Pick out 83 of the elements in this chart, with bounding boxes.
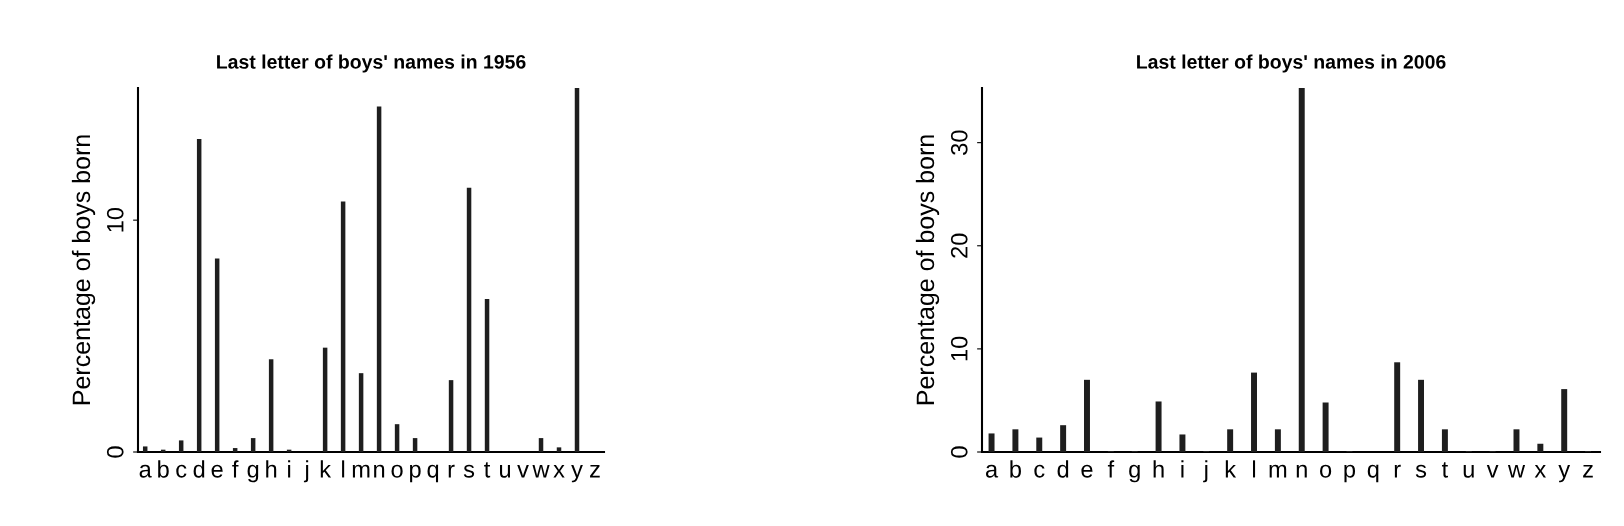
x-tick-label: x [1534,464,1546,478]
x-tick-label: e [1081,464,1093,478]
bar [1012,429,1019,452]
x-tick-label: t [484,462,491,478]
y-tick-label: 0 [106,446,124,458]
x-tick-label: e [211,464,223,478]
x-tick-label: b [1010,460,1021,478]
x-tick-label: w [532,464,550,478]
y-tick-label: 10 [950,336,968,361]
x-tick-label: n [1296,464,1307,478]
bar [1227,429,1234,452]
x-tick-label: h [266,460,277,478]
x-tick-label: i [288,460,291,478]
x-tick-label: v [1486,464,1499,478]
bar [1084,379,1090,452]
bar [1561,389,1568,452]
bar [1394,362,1401,452]
bar [394,424,400,452]
x-tick-label: u [500,464,511,478]
x-tick-label: c [1034,464,1045,478]
x-tick-label: l [1252,460,1256,478]
x-tick-label: t [1441,462,1449,478]
x-tick-label: q [1367,464,1379,483]
x-tick-label: q [427,464,439,483]
x-tick-label: n [374,464,385,478]
x-tick-label: k [1225,460,1237,478]
x-tick-label: a [985,464,999,478]
x-tick-label: m [352,464,370,478]
x-tick-label: k [320,460,332,478]
bar [1251,372,1257,452]
y-tick-label: 30 [950,130,968,155]
bar [556,447,562,452]
x-tick-label: w [1507,464,1526,478]
bar [988,433,995,452]
bar [1322,402,1329,452]
x-tick-label: f [1107,460,1115,478]
x-tick-label: r [448,464,455,478]
x-tick-label: h [1153,460,1164,478]
x-tick-label: j [303,460,309,483]
y-axis-title: Percentage of boys born [915,135,940,405]
x-tick-label: j [1203,460,1208,483]
bar [1060,425,1067,452]
bar [178,440,184,452]
x-tick-label: b [158,460,169,478]
y-tick-label: 20 [950,233,968,258]
bar [1418,379,1425,452]
x-tick-label: l [342,460,345,478]
x-tick-label: o [391,464,403,478]
x-tick-label: p [1344,464,1356,483]
x-tick-label: y [1558,464,1571,483]
bar [1441,429,1448,452]
x-tick-label: d [1057,460,1069,478]
y-tick-label: 0 [950,446,968,458]
x-tick-label: y [571,464,583,483]
bar [1036,437,1043,452]
x-tick-label: u [1463,464,1474,478]
chart-title: Last letter of boys' names in 2006 [1137,54,1446,73]
bar [1155,401,1162,452]
x-tick-label: r [1394,464,1401,478]
x-tick-label: g [1129,464,1140,483]
bar [1537,443,1544,452]
x-tick-label: z [1583,464,1593,478]
x-tick-label: p [410,464,421,483]
x-tick-label: z [590,464,600,478]
x-tick-label: c [176,464,187,478]
x-tick-label: g [247,464,259,483]
x-tick-label: d [193,460,205,478]
bar [1274,429,1281,452]
bar [1298,88,1305,452]
y-tick-label: 10 [106,207,124,232]
x-tick-label: s [1415,464,1427,478]
x-tick-label: v [517,464,529,478]
bar [1179,434,1186,452]
x-tick-label: s [463,464,475,478]
x-tick-label: m [1269,464,1287,478]
chart-title: Last letter of boys' names in 1956 [217,54,526,73]
x-tick-label: f [232,460,239,478]
x-tick-label: i [1181,460,1184,478]
y-axis-title: Percentage of boys born [71,135,96,405]
x-tick-label: a [139,464,152,478]
bar [142,446,148,452]
x-tick-label: o [1320,464,1332,478]
x-tick-label: x [553,464,565,478]
